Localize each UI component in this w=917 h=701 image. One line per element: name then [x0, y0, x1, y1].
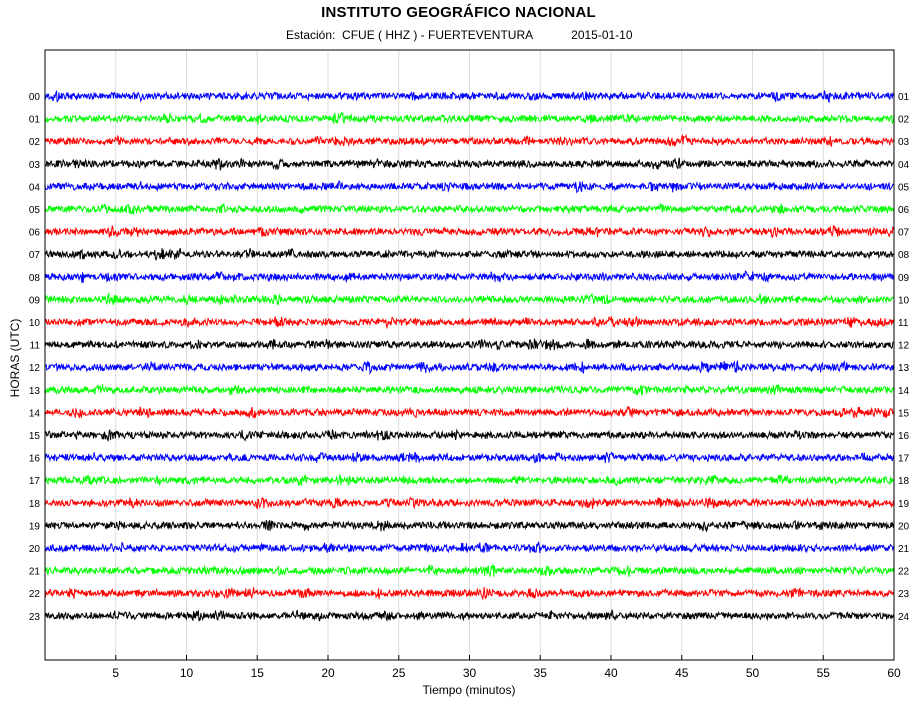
- hour-label-left-09: 09: [29, 295, 41, 306]
- hour-label-left-08: 08: [29, 273, 41, 284]
- x-axis: 5 10 15 20 25 30 35 40 45 50 55 60: [112, 655, 901, 680]
- grid-lines: [115, 50, 824, 660]
- x-tick-label-15: 15: [251, 666, 265, 680]
- x-tick-label-35: 35: [534, 666, 548, 680]
- trace-hour-17: [44, 473, 895, 487]
- trace-hour-14: [44, 406, 895, 419]
- hour-label-right-15: 15: [898, 408, 910, 419]
- recording-date: 2015-01-10: [571, 28, 633, 42]
- trace-hour-19: [44, 519, 895, 533]
- hour-label-left-12: 12: [29, 363, 41, 374]
- hour-label-right-23: 23: [898, 589, 910, 600]
- hour-label-right-20: 20: [898, 521, 910, 532]
- hour-label-right-17: 17: [898, 454, 910, 465]
- trace-hour-08: [44, 270, 895, 283]
- trace-hour-04: [44, 180, 895, 194]
- station-label: Estación: CFUE ( HHZ ) - FUERTEVENTURA: [286, 28, 534, 42]
- trace-hour-15: [44, 428, 895, 442]
- x-tick-label-20: 20: [321, 666, 335, 680]
- hour-label-right-07: 07: [898, 228, 910, 239]
- hour-label-left-16: 16: [29, 454, 41, 465]
- hour-label-left-00: 00: [29, 92, 41, 103]
- trace-hour-10: [44, 316, 895, 330]
- y-axis-label: HORAS (UTC): [8, 319, 22, 398]
- hour-label-left-06: 06: [29, 228, 41, 239]
- chart-title: INSTITUTO GEOGRÁFICO NACIONAL: [321, 4, 596, 21]
- hour-labels-right: 01 02 03 04 05 06 07 08 09 10 11 12 13 14 15 16 17 18 19 20…: [898, 92, 910, 623]
- hour-label-right-18: 18: [898, 476, 910, 487]
- hour-label-left-13: 13: [29, 386, 41, 397]
- seismic-traces: [44, 90, 895, 622]
- trace-hour-06: [44, 224, 895, 239]
- trace-hour-00: [44, 90, 895, 104]
- hour-label-left-18: 18: [29, 499, 41, 510]
- hour-label-right-11: 11: [898, 318, 909, 329]
- hour-label-right-01: 01: [898, 92, 910, 103]
- hour-label-left-15: 15: [29, 431, 41, 442]
- trace-hour-07: [44, 247, 895, 261]
- hour-label-left-10: 10: [29, 318, 41, 329]
- hour-label-right-24: 24: [898, 612, 910, 623]
- hour-label-left-17: 17: [29, 476, 41, 487]
- hour-label-right-03: 03: [898, 137, 910, 148]
- trace-hour-02: [44, 133, 895, 148]
- x-tick-label-45: 45: [675, 666, 689, 680]
- x-tick-label-55: 55: [817, 666, 831, 680]
- hour-label-left-19: 19: [29, 521, 41, 532]
- chart-subtitle: Estación: CFUE ( HHZ ) - FUERTEVENTURA 20…: [286, 28, 633, 42]
- x-tick-label-60: 60: [887, 666, 901, 680]
- hour-label-right-19: 19: [898, 499, 910, 510]
- trace-hour-11: [44, 337, 895, 351]
- trace-hour-23: [44, 609, 895, 622]
- x-tick-label-25: 25: [392, 666, 406, 680]
- x-tick-label-40: 40: [604, 666, 618, 680]
- trace-hour-16: [44, 451, 895, 464]
- trace-hour-01: [44, 111, 895, 125]
- hour-label-right-16: 16: [898, 431, 910, 442]
- trace-hour-18: [44, 496, 895, 510]
- trace-hour-05: [44, 203, 895, 215]
- hour-label-right-21: 21: [898, 544, 910, 555]
- trace-hour-12: [44, 359, 895, 375]
- hour-label-right-13: 13: [898, 363, 910, 374]
- hour-label-left-20: 20: [29, 544, 41, 555]
- hour-label-right-12: 12: [898, 341, 910, 352]
- x-tick-label-30: 30: [463, 666, 477, 680]
- hour-label-left-14: 14: [29, 408, 41, 419]
- x-tick-label-10: 10: [180, 666, 194, 680]
- hour-label-left-03: 03: [29, 160, 41, 171]
- trace-hour-20: [44, 541, 895, 554]
- hour-label-left-05: 05: [29, 205, 41, 216]
- trace-hour-09: [44, 291, 895, 306]
- trace-hour-21: [44, 564, 895, 578]
- hour-label-right-06: 06: [898, 205, 910, 216]
- trace-hour-22: [44, 587, 895, 601]
- trace-hour-13: [44, 383, 895, 397]
- hour-labels-left: 00 01 02 03 04 05 06 07 08 09 10 11 12 13 14 15 16 17 18 19…: [29, 92, 41, 623]
- hour-label-left-01: 01: [29, 115, 41, 126]
- hour-label-right-04: 04: [898, 160, 910, 171]
- hour-label-right-09: 09: [898, 273, 910, 284]
- hour-label-right-02: 02: [898, 115, 910, 126]
- hour-label-left-02: 02: [29, 137, 41, 148]
- hour-label-left-07: 07: [29, 250, 41, 261]
- hour-label-left-21: 21: [29, 567, 41, 578]
- hour-label-left-11: 11: [30, 341, 41, 352]
- trace-hour-03: [44, 157, 895, 172]
- hour-label-right-14: 14: [898, 386, 910, 397]
- x-tick-label-50: 50: [746, 666, 760, 680]
- hour-label-left-23: 23: [29, 612, 41, 623]
- hour-label-right-08: 08: [898, 250, 910, 261]
- hour-label-right-05: 05: [898, 182, 910, 193]
- hour-label-left-22: 22: [29, 589, 41, 600]
- hour-label-right-22: 22: [898, 567, 910, 578]
- x-tick-label-5: 5: [112, 666, 119, 680]
- x-axis-label: Tiempo (minutos): [423, 683, 516, 697]
- hour-label-right-10: 10: [898, 295, 910, 306]
- hour-label-left-04: 04: [29, 182, 41, 193]
